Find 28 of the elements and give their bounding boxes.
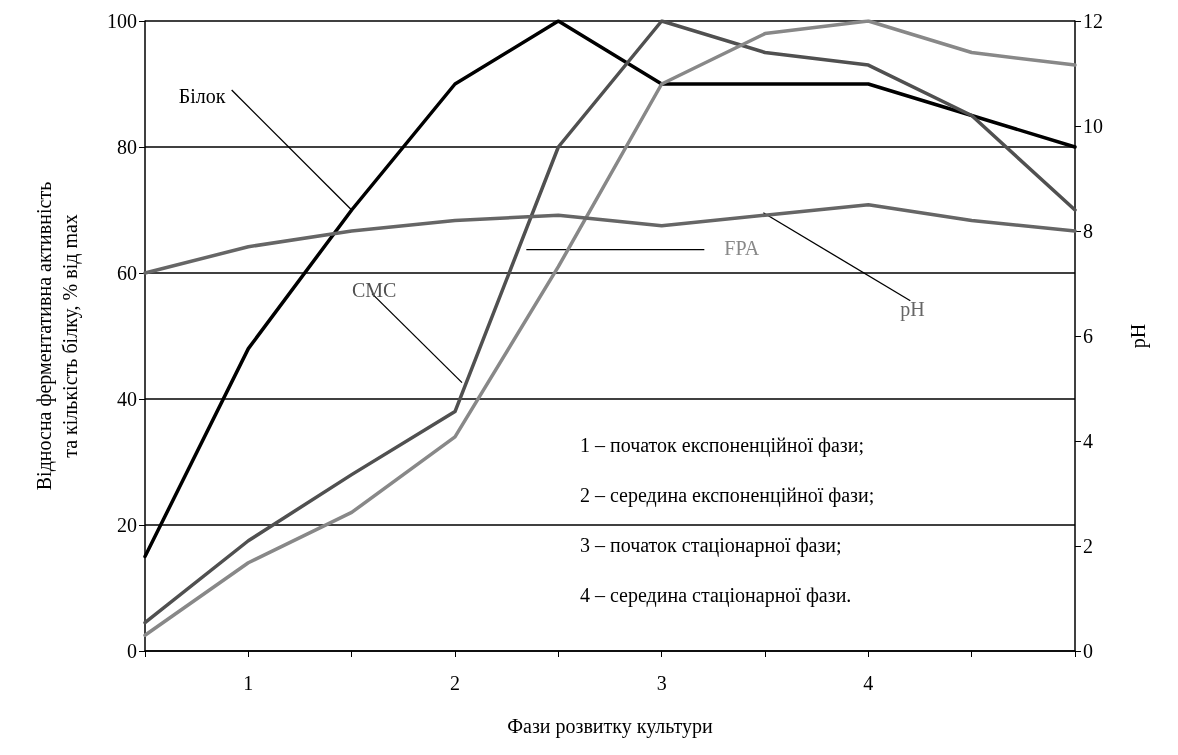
y2-tick-label: 6 (1083, 325, 1093, 347)
y-axis-title: Відносна ферментативна активність та кількість білку, % від max (33, 181, 82, 491)
y2-tick-label: 10 (1083, 115, 1103, 137)
y2-tick-label: 8 (1083, 220, 1093, 242)
y2-tick-label: 4 (1083, 430, 1093, 452)
text: FPA (724, 236, 760, 259)
y-tick-label: 80 (117, 136, 137, 158)
y2-axis-title: pH (1127, 323, 1150, 349)
y-tick-label: 0 (127, 640, 137, 662)
text: Білок (178, 85, 226, 107)
annotation: 3 – початок стаціонарної фази; (580, 534, 842, 557)
y-tick-label: 20 (117, 514, 137, 536)
x-tick-label: 4 (863, 672, 874, 694)
y-tick-label: 60 (117, 262, 137, 284)
x-axis-title: Фази розвитку культури (507, 715, 714, 738)
text: pH (900, 297, 925, 321)
text: CMC (352, 278, 397, 301)
x-tick-label: 3 (656, 672, 667, 694)
y-tick-label: 100 (107, 10, 137, 32)
annotation: 2 – середина експоненційної фази; (580, 484, 875, 507)
annotation: 1 – початок експоненційної фази; (580, 434, 864, 457)
y2-tick-label: 0 (1083, 640, 1093, 662)
x-tick-label: 1 (243, 672, 254, 694)
annotation: 4 – середина стаціонарної фази. (580, 584, 852, 607)
y-tick-label: 40 (117, 388, 137, 410)
x-tick-label: 2 (450, 672, 460, 694)
y2-tick-label: 12 (1083, 10, 1103, 32)
y2-tick-label: 2 (1083, 535, 1093, 557)
